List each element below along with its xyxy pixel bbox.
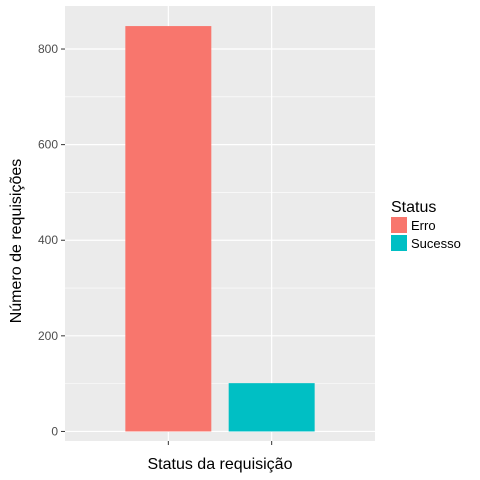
legend-label-erro: Erro — [411, 218, 436, 233]
legend-title: Status — [391, 199, 436, 216]
y-tick-label: 800 — [38, 42, 58, 56]
y-tick-label: 600 — [38, 138, 58, 152]
legend: Status Erro Sucesso — [391, 199, 461, 251]
y-axis-title: Número de requisições — [8, 159, 25, 324]
x-axis-title: Status da requisição — [148, 456, 293, 473]
bar-sucesso — [228, 383, 315, 432]
x-axis-ticks — [167, 441, 273, 445]
y-tick-label: 0 — [51, 424, 58, 438]
y-axis-ticks: 0 200 400 600 800 — [38, 42, 65, 438]
legend-key-sucesso — [391, 235, 407, 251]
y-tick-label: 400 — [38, 233, 58, 247]
bars — [125, 26, 315, 432]
legend-key-erro — [391, 217, 407, 233]
y-tick-label: 200 — [38, 329, 58, 343]
plot-panel — [65, 6, 375, 441]
legend-label-sucesso: Sucesso — [411, 236, 461, 251]
bar-erro — [125, 26, 212, 432]
